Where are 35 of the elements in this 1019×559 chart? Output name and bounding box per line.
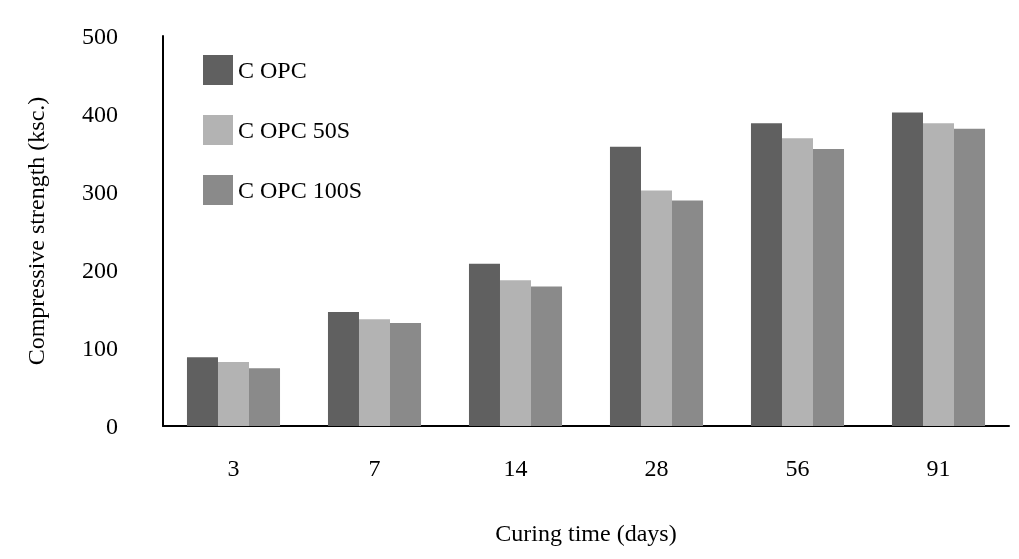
bar xyxy=(922,123,955,426)
bar xyxy=(640,190,673,426)
y-tick-label: 300 xyxy=(82,179,118,205)
bar xyxy=(609,146,641,426)
legend-label: C OPC 50S xyxy=(238,117,351,143)
x-tick-label: 14 xyxy=(503,455,528,481)
x-tick-label: 3 xyxy=(227,455,240,481)
x-tick-label: 7 xyxy=(368,455,381,481)
bar xyxy=(499,280,532,426)
x-tick-label: 56 xyxy=(785,455,810,481)
bar xyxy=(327,312,359,426)
y-tick-label: 400 xyxy=(82,101,118,127)
bar xyxy=(186,357,218,426)
legend-label: C OPC 100S xyxy=(238,177,363,203)
bar xyxy=(781,138,814,426)
bar xyxy=(249,368,281,426)
legend-label: C OPC xyxy=(238,57,307,83)
bar xyxy=(954,128,986,426)
bar xyxy=(531,286,563,426)
bar xyxy=(891,112,923,426)
bar xyxy=(390,323,422,426)
bar xyxy=(750,123,782,426)
bar xyxy=(217,362,250,426)
bar xyxy=(358,319,391,426)
y-tick-label: 100 xyxy=(82,335,118,361)
y-tick-label: 500 xyxy=(82,23,118,49)
bar xyxy=(813,149,845,426)
bar xyxy=(468,263,500,426)
y-tick-label: 200 xyxy=(82,257,118,283)
y-axis-title: Compressive strength (ksc.) xyxy=(23,96,49,366)
x-tick-label: 91 xyxy=(926,455,951,481)
x-tick-label: 28 xyxy=(644,455,669,481)
bar xyxy=(672,200,704,426)
x-axis-title: Curing time (days) xyxy=(495,520,677,546)
y-tick-label: 0 xyxy=(106,413,118,439)
